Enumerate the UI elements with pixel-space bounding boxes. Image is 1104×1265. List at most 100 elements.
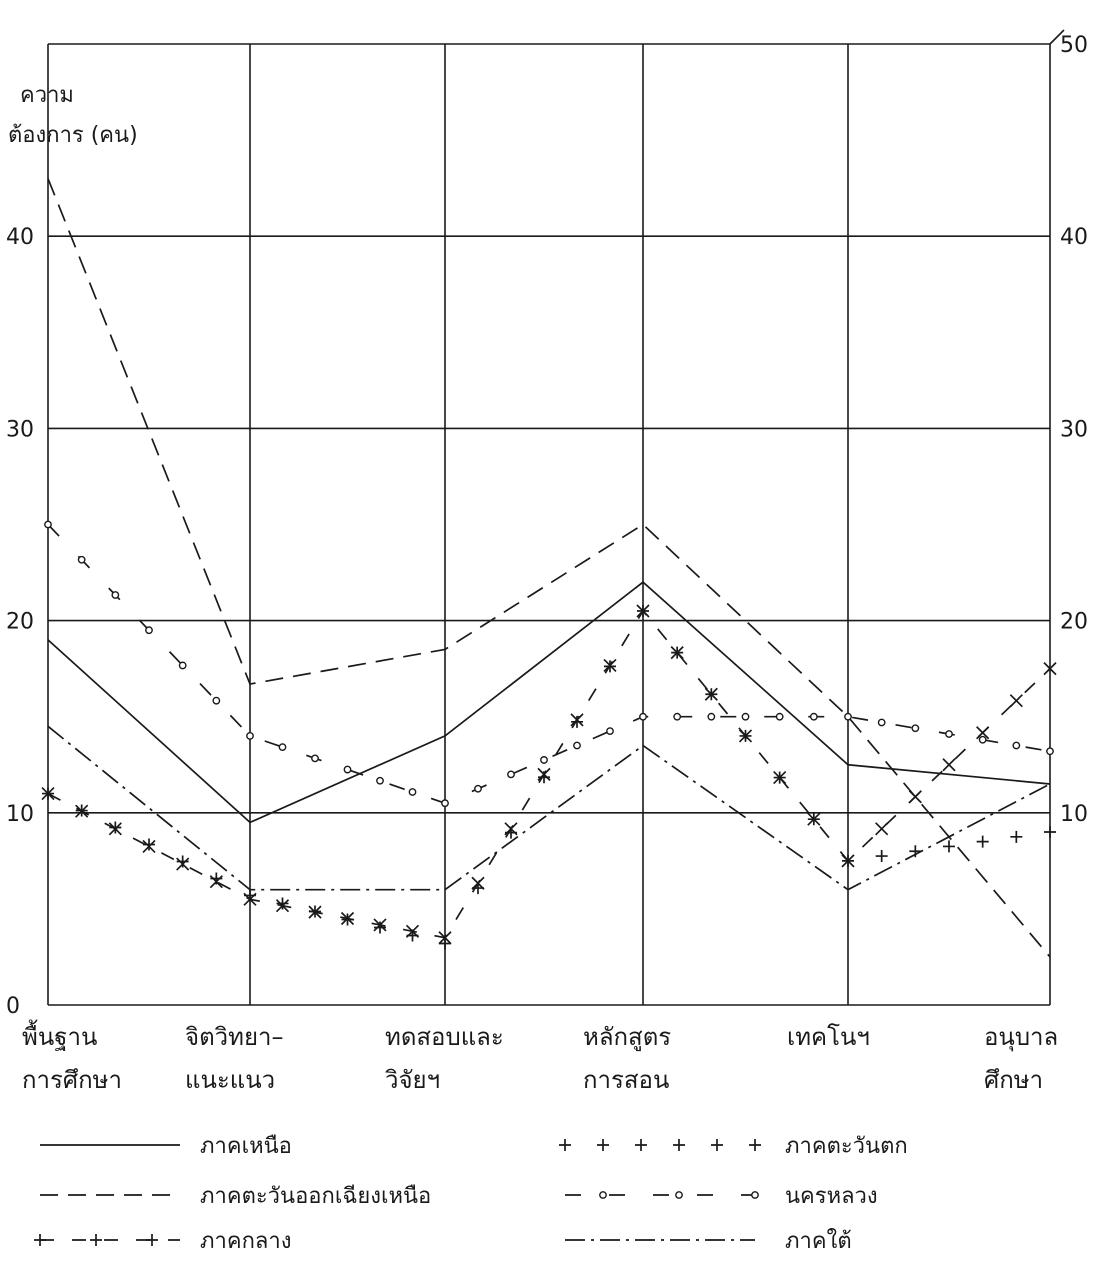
series-4-marker-1-1 <box>278 743 287 752</box>
left-tick-40: 40 <box>6 225 34 250</box>
series-2-point-5 <box>1043 662 1057 676</box>
left-tick-30: 30 <box>6 417 34 442</box>
series-3-point-4 <box>842 854 854 867</box>
series-3-marker-4-2 <box>909 845 922 858</box>
series-4-marker-4-5 <box>1012 741 1021 750</box>
series-3-marker-0-3 <box>143 838 155 851</box>
series-2-marker-4-3 <box>942 758 956 772</box>
series-1 <box>47 178 1051 958</box>
series-3-marker-1-4 <box>374 921 386 934</box>
legend-item-0: ภาคเหนือ <box>40 1134 292 1159</box>
series-4-marker-0-4 <box>178 661 187 670</box>
series-5 <box>47 725 1051 891</box>
series-2-marker-4-5 <box>1009 694 1023 708</box>
series-3-point-0 <box>42 787 54 800</box>
series-4-marker-0-2 <box>111 591 120 599</box>
series-4-marker-1-5 <box>408 788 417 796</box>
series-3-marker-2-3 <box>538 771 550 784</box>
left-tick-0: 0 <box>6 994 20 1019</box>
series-3-marker-1-3 <box>341 913 354 926</box>
series-3-marker-1-2 <box>309 905 321 918</box>
series-4-marker-0-3 <box>145 626 153 635</box>
legend-marker-3-5 <box>751 1191 759 1199</box>
series-0 <box>47 581 1051 824</box>
series-4-marker-1-3 <box>343 765 352 774</box>
series-3-marker-2-4 <box>571 715 583 728</box>
legend-label-4: ภาคกลาง <box>200 1229 291 1254</box>
series-4-marker-3-2 <box>707 712 716 721</box>
right-axis-top-tick <box>1049 29 1065 45</box>
series-3-marker-3-3 <box>739 729 752 742</box>
x-tick-2-line1: ทดสอบและ <box>385 1023 504 1051</box>
series-3-marker-0-1 <box>75 804 88 817</box>
x-tick-2-line2: วิจัยฯ <box>384 1066 440 1094</box>
series-3-marker-2-5 <box>604 660 616 673</box>
legend-item-2: ภาคตะวันออกเฉียงเหนือ <box>40 1184 431 1209</box>
series-3-point-2 <box>439 937 451 950</box>
legend-item-5: ภาคใต้ <box>565 1228 852 1254</box>
series-4-marker-2-1 <box>474 784 482 793</box>
series-2-marker-4-1 <box>875 822 889 836</box>
x-tick-5-line2: ศึกษา <box>984 1066 1043 1094</box>
series-line-1 <box>47 178 1051 958</box>
y-axis-label-line2: ต้องการ (คน) <box>8 123 138 148</box>
series-4-point-0 <box>44 520 52 529</box>
x-tick-0-line1: พื้นฐาน <box>22 1019 97 1051</box>
legend-item-1: ภาคตะวันตก <box>559 1134 908 1159</box>
x-tick-3-line1: หลักสูตร <box>583 1023 671 1052</box>
series-3-marker-3-1 <box>671 646 684 659</box>
legend-label-0: ภาคเหนือ <box>200 1134 292 1159</box>
series-3-marker-4-1 <box>875 850 888 863</box>
series-3-marker-3-4 <box>773 771 786 784</box>
series-2-marker-4-4 <box>976 726 990 740</box>
right-tick-30: 30 <box>1060 417 1088 442</box>
series-4-point-4 <box>844 712 852 721</box>
legend-marker-1-3 <box>673 1139 685 1151</box>
series-3-marker-0-5 <box>210 872 223 885</box>
series-3-point-1 <box>244 889 256 902</box>
series-4-marker-4-3 <box>945 730 953 738</box>
right-tick-10: 10 <box>1060 802 1088 827</box>
right-tick-40: 40 <box>1060 225 1088 250</box>
series-4-marker-3-3 <box>741 712 750 721</box>
series-line-5 <box>47 725 1051 891</box>
series-4-point-2 <box>441 799 449 808</box>
legend-marker-1-0 <box>559 1139 571 1151</box>
series-2-marker-4-2 <box>908 790 922 804</box>
series-3-marker-3-5 <box>807 813 820 826</box>
legend-marker-4-0 <box>34 1234 46 1246</box>
series-3-marker-2-1 <box>472 882 484 895</box>
series-3 <box>42 604 1056 950</box>
series-3-marker-2-2 <box>505 826 517 839</box>
series-4-point-3 <box>639 712 647 721</box>
legend-item-3: นครหลวง <box>565 1184 878 1209</box>
legend-marker-4-4 <box>146 1234 158 1246</box>
legend-item-4: ภาคกลาง <box>34 1229 291 1254</box>
right-tick-20: 20 <box>1060 610 1088 635</box>
series-3-marker-1-1 <box>276 897 289 910</box>
x-tick-4-line1: เทคโนฯ <box>787 1023 870 1051</box>
legend-label-3: นครหลวง <box>785 1184 878 1209</box>
series-3-point-3 <box>637 604 649 617</box>
series-4-marker-2-4 <box>573 741 581 750</box>
x-tick-5-line1: อนุบาล <box>984 1023 1058 1052</box>
series-3-marker-0-2 <box>109 821 122 834</box>
left-tick-10: 10 <box>6 802 34 827</box>
legend-marker-3-1 <box>599 1191 607 1199</box>
series-4-point-1 <box>246 732 254 740</box>
x-tick-0-line2: การศึกษา <box>22 1066 122 1094</box>
legend-marker-1-4 <box>711 1139 723 1151</box>
series-4-point-5 <box>1046 747 1054 756</box>
series-line-4 <box>47 523 1051 805</box>
series-line-2 <box>47 609 1051 939</box>
right-tick-50: 50 <box>1060 33 1088 58</box>
series-4-marker-2-2 <box>507 770 515 779</box>
series-4-marker-3-4 <box>775 712 784 721</box>
series-3-marker-4-3 <box>943 840 955 853</box>
x-tick-3-line2: การสอน <box>583 1066 669 1094</box>
series-3-marker-3-2 <box>705 688 718 701</box>
legend-label-2: ภาคตะวันออกเฉียงเหนือ <box>200 1184 431 1209</box>
series-4-marker-0-5 <box>212 696 221 705</box>
